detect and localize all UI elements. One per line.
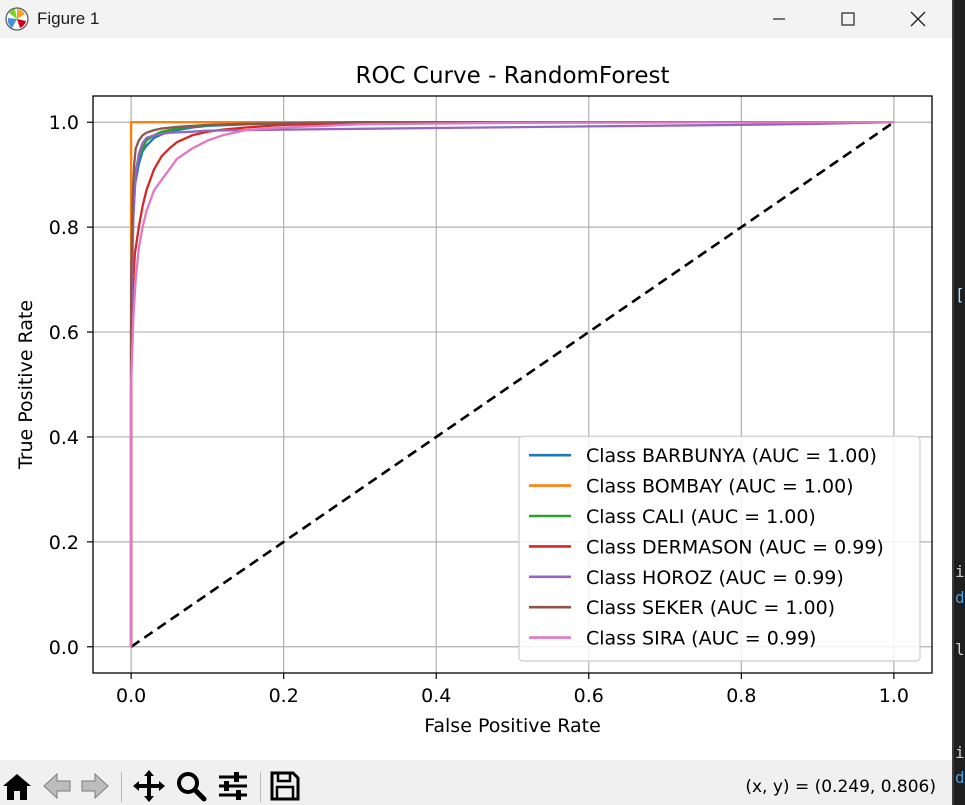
- y-axis-label: True Positive Rate: [15, 300, 37, 470]
- home-button[interactable]: [0, 769, 34, 803]
- series-line-5: [129, 121, 894, 647]
- x-tick-label: 0.0: [116, 685, 146, 707]
- strip-char: d: [955, 768, 965, 787]
- pan-icon: [133, 770, 165, 802]
- back-icon: [43, 772, 71, 800]
- y-tick-label: 0.0: [49, 637, 79, 659]
- maximize-icon: [841, 12, 855, 26]
- configure-subplots-icon: [219, 772, 247, 800]
- x-axis-label: False Positive Rate: [424, 715, 601, 737]
- navigation-toolbar: (x, y) = (0.249, 0.806): [0, 760, 952, 805]
- x-tick-label: 0.6: [574, 685, 604, 707]
- home-icon: [3, 774, 31, 800]
- series-line-6: [129, 121, 894, 647]
- legend: Class BARBUNYA (AUC = 1.00) Class BOMBAY …: [518, 435, 921, 662]
- back-button[interactable]: [40, 769, 74, 803]
- strip-char: d: [955, 588, 965, 607]
- legend-label: Class DERMASON (AUC = 0.99): [586, 536, 884, 558]
- legend-box: [518, 435, 921, 662]
- forward-icon: [81, 772, 109, 800]
- title-bar: Figure 1: [0, 0, 952, 38]
- strip-char: i: [955, 562, 965, 581]
- strip-char: [: [955, 285, 965, 304]
- y-tick-label: 1.0: [49, 112, 79, 134]
- configure-subplots-button[interactable]: [216, 769, 250, 803]
- series-line-4: [129, 121, 894, 647]
- window-title: Figure 1: [37, 9, 100, 28]
- matplotlib-icon: [5, 7, 29, 31]
- legend-label: Class BOMBAY (AUC = 1.00): [586, 476, 854, 498]
- axes-frame: [92, 95, 933, 674]
- save-button[interactable]: [268, 769, 302, 803]
- y-tick-label: 0.2: [49, 532, 79, 554]
- legend-label: Class CALI (AUC = 1.00): [586, 506, 816, 528]
- zoom-icon: [177, 772, 207, 802]
- close-button[interactable]: [884, 0, 952, 38]
- background-editor-strip: [ i d l i d: [952, 0, 965, 805]
- x-tick-label: 0.4: [421, 685, 451, 707]
- forward-button[interactable]: [78, 769, 112, 803]
- x-tick-label: 0.2: [269, 685, 299, 707]
- roc-chart: ROC Curve - RandomForest 0.0 0.2 0.4 0.6 0.8 1…: [15, 63, 933, 737]
- x-tick-label: 1.0: [879, 685, 909, 707]
- y-tick-label: 0.4: [49, 427, 79, 449]
- maximize-button[interactable]: [814, 0, 882, 38]
- legend-label: Class SIRA (AUC = 0.99): [586, 628, 816, 650]
- y-tick-label: 0.6: [49, 322, 79, 344]
- series-line-3: [129, 121, 894, 647]
- toolbar-separator: [260, 772, 261, 802]
- chance-line: [130, 121, 895, 648]
- x-tick-label: 0.8: [726, 685, 756, 707]
- save-icon: [270, 771, 300, 801]
- figure-canvas[interactable]: ROC Curve - RandomForest 0.0 0.2 0.4 0.6 0.8 1…: [0, 38, 952, 760]
- strip-divider: [952, 0, 954, 805]
- y-tick-label: 0.8: [49, 217, 79, 239]
- legend-label: Class HOROZ (AUC = 0.99): [586, 567, 844, 589]
- cursor-coordinates: (x, y) = (0.249, 0.806): [745, 777, 936, 797]
- minimize-icon: [773, 18, 785, 20]
- strip-char: l: [955, 640, 965, 659]
- strip-char: i: [955, 743, 965, 762]
- legend-label: Class SEKER (AUC = 1.00): [586, 597, 835, 619]
- chart-title: ROC Curve - RandomForest: [355, 63, 669, 89]
- zoom-button[interactable]: [174, 769, 208, 803]
- legend-label: Class BARBUNYA (AUC = 1.00): [586, 445, 877, 467]
- close-icon: [910, 11, 926, 27]
- pan-button[interactable]: [132, 769, 166, 803]
- toolbar-separator: [121, 772, 122, 802]
- minimize-button[interactable]: [745, 0, 813, 38]
